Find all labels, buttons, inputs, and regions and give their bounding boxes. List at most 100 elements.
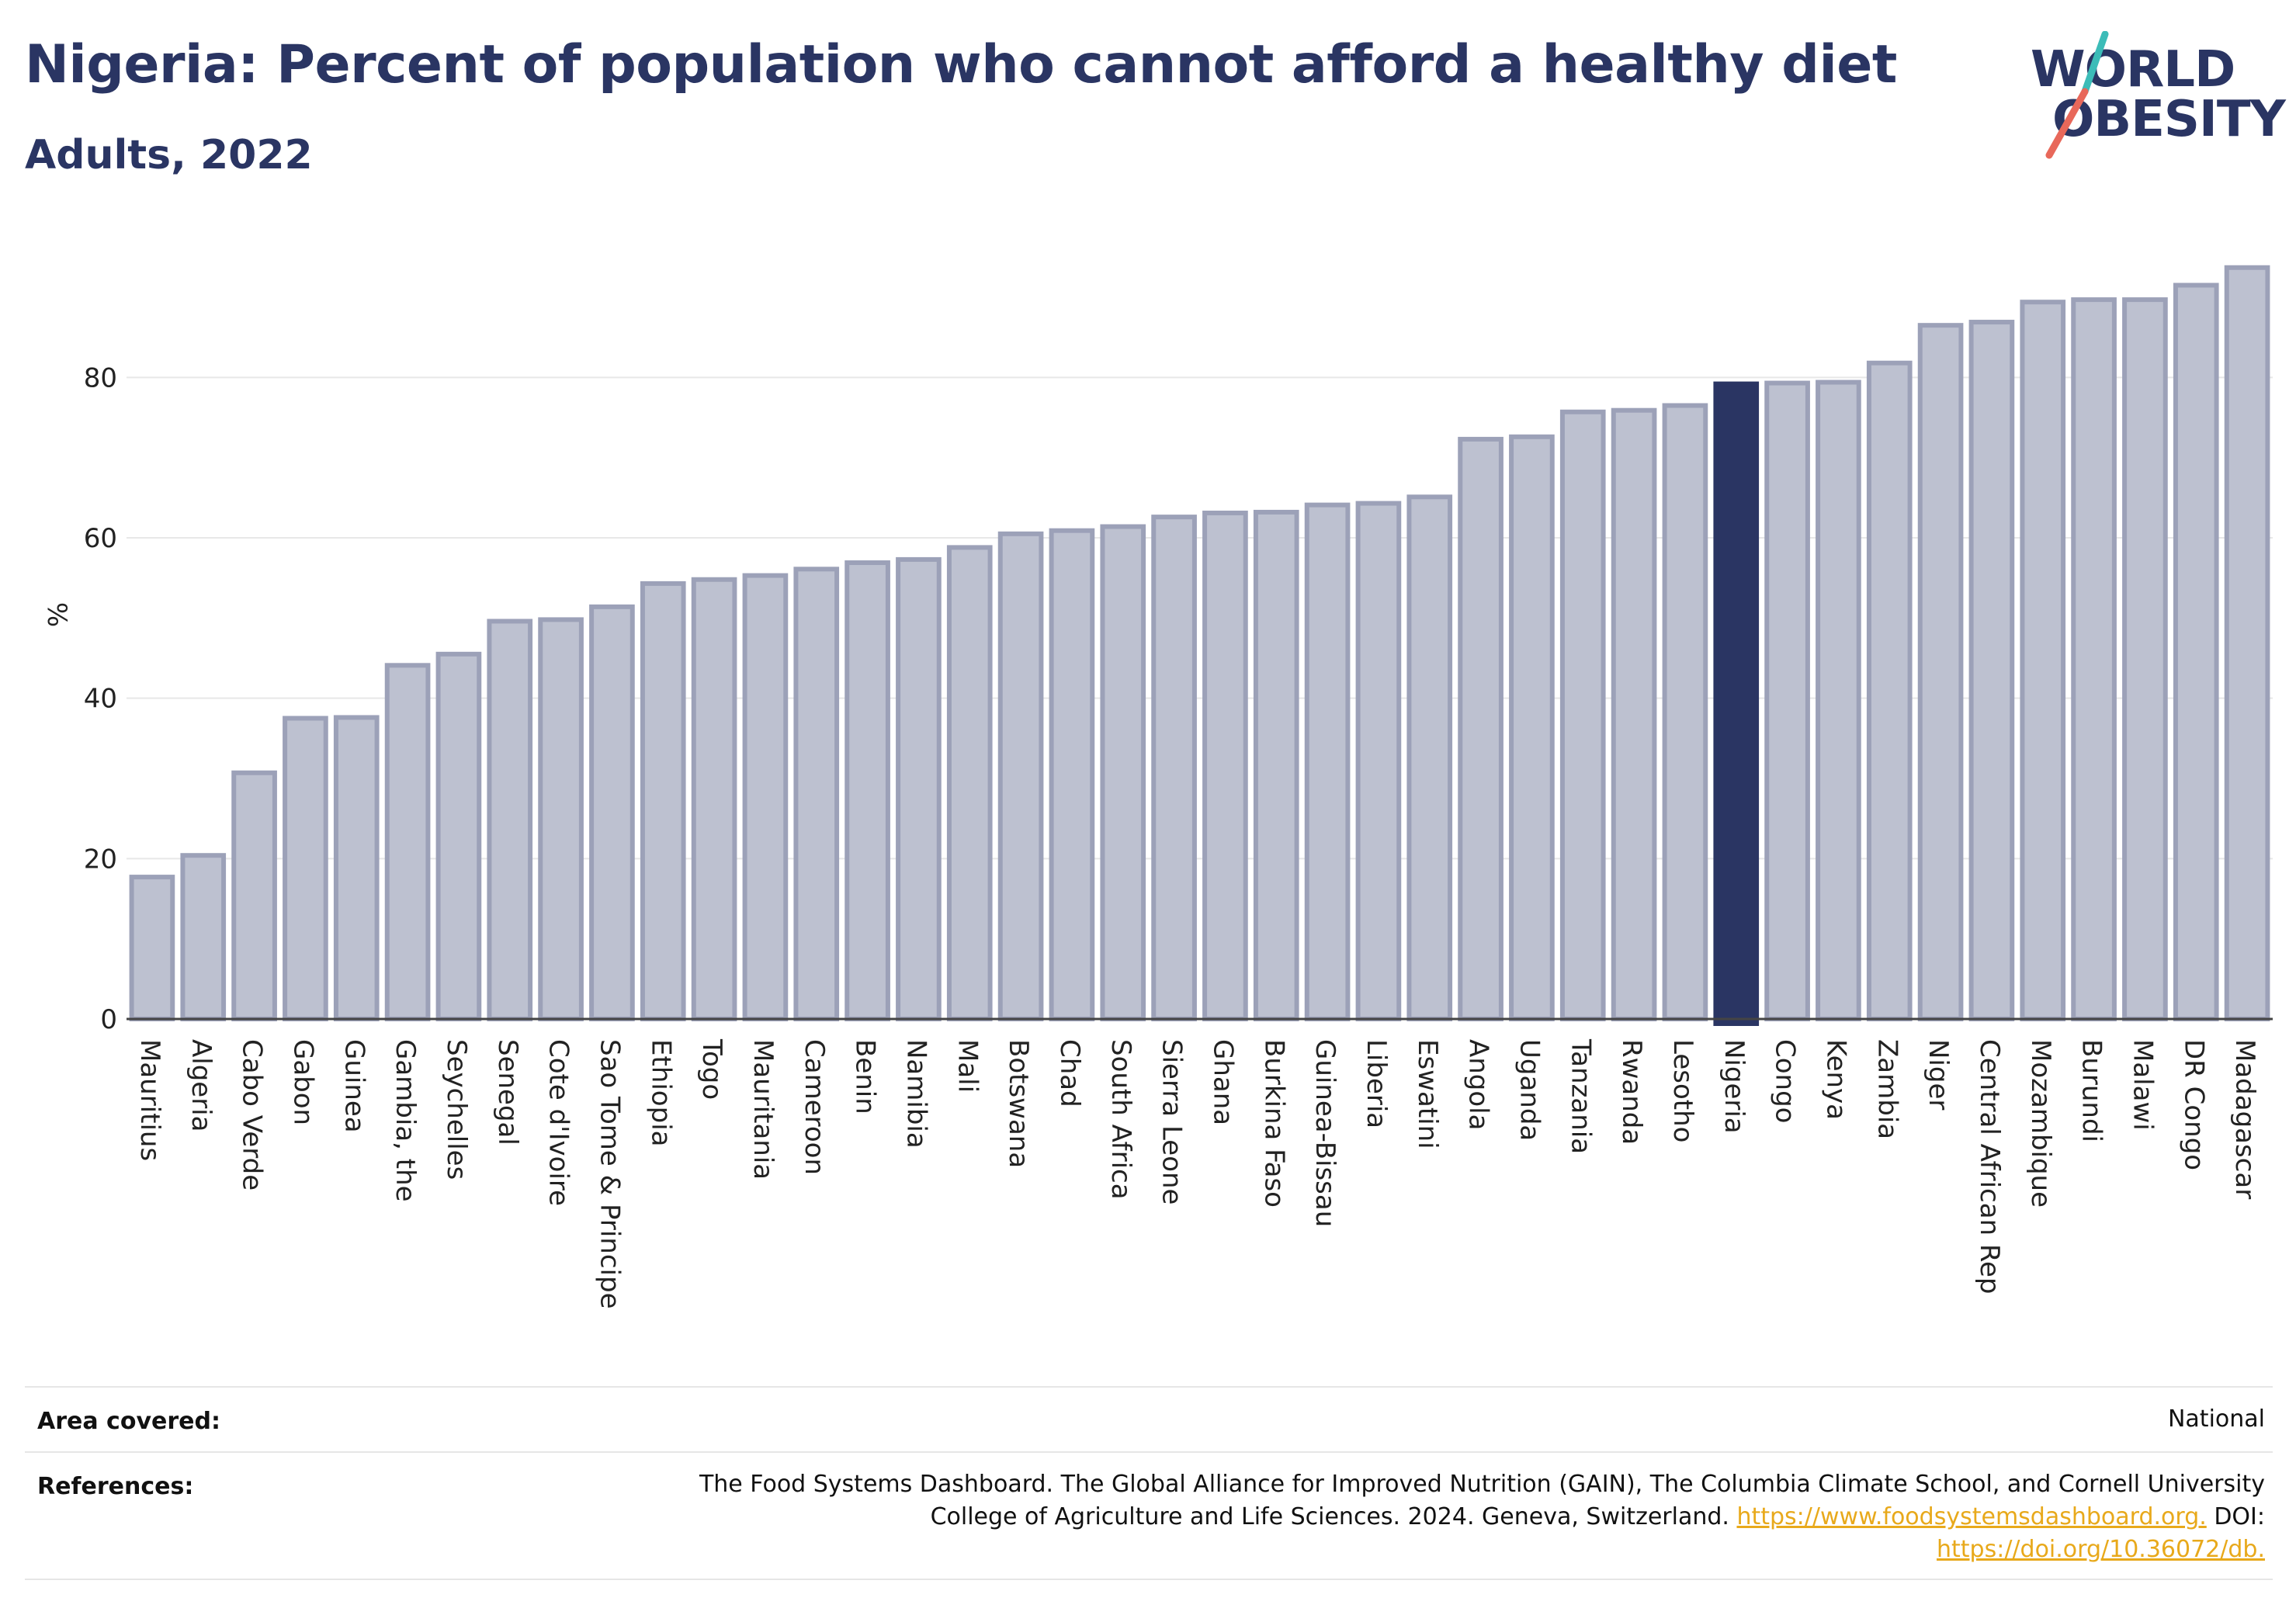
bar <box>793 567 840 1021</box>
bar <box>487 619 533 1021</box>
references-text: The Food Systems Dashboard. The Global A… <box>557 1468 2265 1566</box>
area-covered-value: National <box>2167 1405 2265 1433</box>
bar <box>333 715 380 1021</box>
bar <box>946 545 993 1021</box>
logo-slash-icon <box>2045 31 2109 159</box>
x-tick-label: South Africa <box>1105 1039 1136 1200</box>
x-tick-label: Guinea <box>338 1039 369 1133</box>
x-tick-label: Malawi <box>2127 1039 2158 1131</box>
bar <box>691 577 737 1021</box>
bar <box>1253 509 1299 1021</box>
bar <box>129 875 175 1021</box>
x-tick-label: Eswatini <box>1412 1039 1443 1149</box>
x-tick-label: Liberia <box>1361 1039 1392 1128</box>
doi-label: DOI: <box>2206 1503 2265 1530</box>
bar <box>997 531 1044 1021</box>
x-tick-label: Mali <box>952 1039 983 1093</box>
x-tick-label: Namibia <box>900 1039 931 1149</box>
bar <box>1611 407 1657 1021</box>
y-tick-label: 60 <box>84 523 117 554</box>
bar <box>231 770 277 1021</box>
bar <box>1202 510 1248 1021</box>
x-tick-label: Central African Rep <box>1974 1039 2005 1294</box>
world-obesity-logo: WORLD OBESITY <box>2018 31 2286 171</box>
page-title: Nigeria: Percent of population who canno… <box>25 34 1897 95</box>
bar <box>2020 300 2066 1021</box>
x-tick-label: Congo <box>1770 1039 1801 1123</box>
footer-divider <box>25 1451 2273 1453</box>
bar <box>1764 380 1810 1022</box>
x-tick-label: Madagascar <box>2229 1039 2260 1199</box>
footer-divider <box>25 1386 2273 1388</box>
bar <box>1049 528 1095 1021</box>
x-tick-label: Cote d'Ivoire <box>543 1039 574 1206</box>
x-tick-label: Lesotho <box>1667 1039 1698 1142</box>
x-tick-label: Senegal <box>492 1039 523 1145</box>
y-tick-label: 0 <box>100 1004 117 1035</box>
x-tick-label: Nigeria <box>1719 1039 1750 1134</box>
bar <box>1355 501 1402 1021</box>
bar <box>896 556 942 1021</box>
bar <box>1713 381 1760 1027</box>
bar <box>283 716 328 1021</box>
x-tick-label: Tanzania <box>1565 1038 1596 1154</box>
bar <box>384 663 431 1021</box>
x-tick-label: Guinea-Bissau <box>1309 1039 1340 1227</box>
bar <box>845 560 890 1021</box>
x-tick-label: DR Congo <box>2178 1039 2209 1170</box>
y-tick-label: 40 <box>84 684 117 715</box>
bar <box>1304 502 1351 1021</box>
x-tick-label: Sao Tome & Principe <box>594 1039 625 1309</box>
references-label: References: <box>37 1473 194 1500</box>
bar <box>1968 320 2015 1021</box>
bar <box>1100 524 1146 1021</box>
area-covered-label: Area covered: <box>37 1408 220 1435</box>
bar <box>742 573 789 1021</box>
x-tick-label: Mozambique <box>2025 1039 2056 1208</box>
bar <box>1559 409 1606 1021</box>
x-tick-label: Kenya <box>1820 1039 1851 1120</box>
x-tick-label: Gambia, the <box>390 1039 421 1202</box>
y-tick-label: 20 <box>84 844 117 875</box>
bar <box>1458 436 1503 1021</box>
x-tick-label: Botswana <box>1003 1039 1034 1168</box>
x-tick-label: Burkina Faso <box>1258 1039 1289 1208</box>
x-tick-label: Togo <box>696 1038 727 1100</box>
logo-line-2: OBESITY <box>2052 91 2286 148</box>
x-tick-label: Ghana <box>1207 1039 1238 1125</box>
x-tick-label: Benin <box>850 1039 881 1114</box>
x-tick-label: Mauritius <box>134 1039 165 1161</box>
bar <box>1816 380 1861 1021</box>
x-tick-label: Cameroon <box>799 1039 830 1175</box>
bar <box>1406 494 1453 1021</box>
x-tick-label: Burundi <box>2076 1039 2107 1142</box>
bar <box>538 617 584 1021</box>
reference-line-2: College of Agriculture and Life Sciences… <box>557 1501 2265 1534</box>
bar-chart: 0 20 40 60 80% Mauritius Algeria Cabo Verde Gabo… <box>41 265 2273 1309</box>
y-tick-label: 80 <box>84 362 117 393</box>
x-tick-label: Mauritania <box>747 1039 779 1180</box>
bar <box>589 604 635 1021</box>
y-axis-label: % <box>41 602 72 627</box>
doi-link[interactable]: https://doi.org/10.36072/db. <box>1937 1536 2265 1563</box>
x-tick-label: Uganda <box>1514 1039 1545 1141</box>
x-tick-label: Angola <box>1463 1039 1494 1130</box>
x-tick-label: Sierra Leone <box>1157 1039 1188 1204</box>
bar <box>2173 282 2219 1021</box>
bar <box>180 853 227 1021</box>
foodsystems-dashboard-link[interactable]: https://www.foodsystemsdashboard.org. <box>1736 1503 2207 1530</box>
bar <box>640 581 686 1021</box>
page-subtitle: Adults, 2022 <box>25 132 313 178</box>
x-tick-label: Seychelles <box>441 1039 472 1180</box>
x-tick-label: Niger <box>1923 1039 1954 1110</box>
x-tick-label: Gabon <box>287 1039 318 1125</box>
x-tick-label: Cabo Verde <box>237 1039 268 1191</box>
bar <box>2122 297 2168 1022</box>
logo-line-1: WORLD <box>2031 41 2235 99</box>
x-tick-label: Ethiopia <box>645 1039 676 1146</box>
x-tick-label: Algeria <box>186 1039 217 1132</box>
bar <box>1151 515 1197 1021</box>
reference-line-1: The Food Systems Dashboard. The Global A… <box>699 1471 2265 1498</box>
x-tick-label: Zambia <box>1871 1039 1902 1139</box>
x-tick-label: Rwanda <box>1616 1039 1647 1145</box>
